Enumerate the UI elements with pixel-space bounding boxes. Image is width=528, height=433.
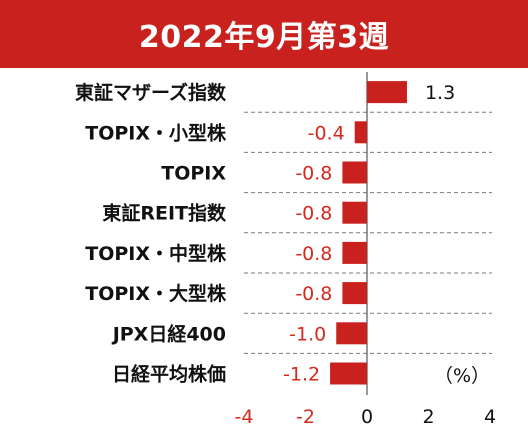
x-tick-label: -4 (235, 406, 254, 428)
category-label: 日経平均株価 (112, 363, 226, 386)
data-label: -0.8 (295, 283, 332, 305)
data-label: -0.8 (295, 243, 332, 265)
category-label: TOPIX (161, 163, 226, 185)
bar (367, 81, 407, 104)
chart-title: 2022年9月第3週 (0, 0, 528, 68)
bar (342, 282, 367, 305)
data-label: -1.2 (283, 364, 320, 386)
category-label: TOPIX・中型株 (85, 242, 227, 265)
bar (342, 241, 367, 264)
category-label: 東証マザーズ指数 (75, 81, 227, 104)
unit-label: （%） (434, 365, 490, 387)
data-label: -0.8 (295, 163, 332, 185)
category-label: TOPIX・小型株 (85, 121, 227, 144)
x-tick-label: 0 (361, 406, 373, 428)
data-label: -0.4 (308, 122, 345, 144)
x-tick-label: -2 (296, 406, 315, 428)
x-tick-label: 4 (484, 406, 496, 428)
category-label: 東証REIT指数 (102, 202, 227, 225)
data-label: -1.0 (289, 323, 326, 345)
bar (342, 161, 367, 184)
x-tick-label: 2 (422, 406, 434, 428)
data-label: -0.8 (295, 203, 332, 225)
category-label: JPX日経400 (111, 322, 226, 345)
bar (330, 362, 367, 385)
category-label: TOPIX・大型株 (85, 282, 227, 305)
bar (354, 121, 367, 144)
data-label: 1.3 (425, 82, 455, 104)
bar (342, 201, 367, 224)
bar (336, 322, 367, 345)
